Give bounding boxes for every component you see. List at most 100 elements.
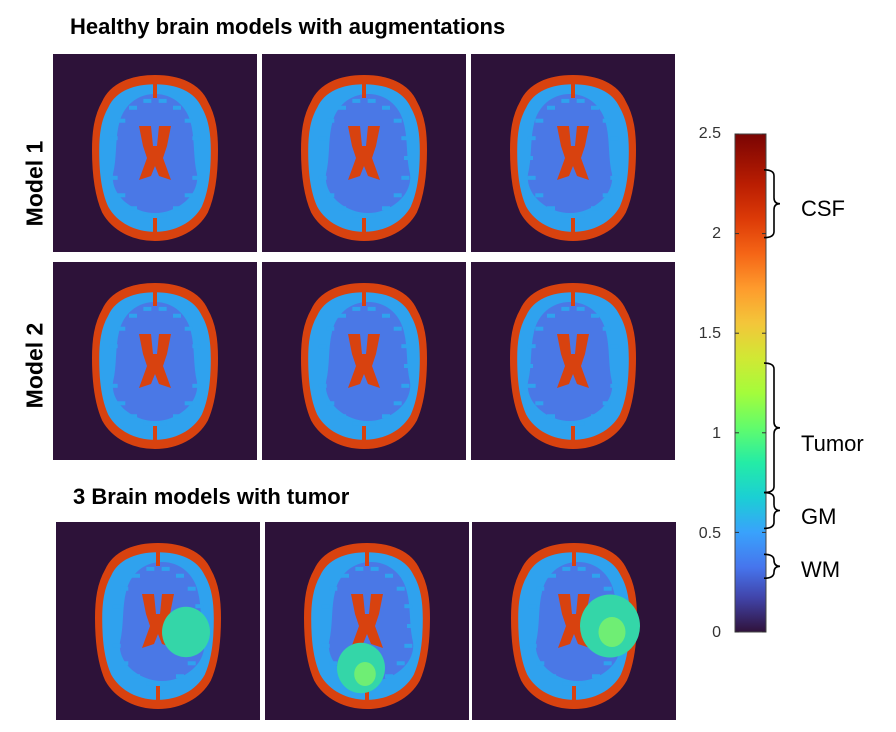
- gyrus-speck: [576, 421, 585, 426]
- gyrus-speck: [318, 344, 327, 349]
- gyrus-speck: [143, 98, 152, 103]
- gyrus-speck: [129, 206, 137, 211]
- gyrus-speck: [525, 364, 533, 368]
- gyrus-speck: [382, 313, 390, 318]
- brace-gm: [763, 491, 781, 530]
- gyrus-speck: [338, 105, 346, 110]
- gyrus-speck: [404, 604, 413, 609]
- gyrus-speck: [176, 573, 184, 578]
- colorbar-tick-label: 0: [712, 624, 721, 641]
- gyrus-speck: [184, 401, 193, 406]
- gyrus-speck: [184, 193, 193, 198]
- gyrus-speck: [548, 674, 556, 679]
- brain-slice-svg: [300, 282, 428, 450]
- posterior-fissure: [571, 426, 575, 448]
- gyrus-speck: [326, 326, 335, 331]
- gyrus-speck: [407, 624, 415, 628]
- tumor: [162, 606, 210, 658]
- gyrus-speck: [341, 573, 349, 578]
- gyrus-speck: [187, 586, 196, 591]
- gyrus-speck: [143, 306, 152, 311]
- panel-tumor-model-3: [472, 522, 676, 720]
- gyrus-speck: [592, 573, 600, 578]
- anterior-fissure: [156, 544, 160, 566]
- gyrus-speck: [338, 313, 346, 318]
- gyrus-speck: [562, 566, 571, 571]
- panel-model-1-aug-3: [471, 54, 675, 252]
- gyrus-speck: [561, 98, 570, 103]
- gyrus-speck: [393, 118, 402, 123]
- gyrus-speck: [613, 156, 621, 160]
- ventricles: [348, 126, 380, 180]
- gyrus-speck: [187, 661, 196, 666]
- gyrus-speck: [613, 364, 621, 368]
- gyrus-speck: [161, 566, 170, 571]
- gyrus-speck: [404, 643, 413, 648]
- ventricles: [557, 334, 589, 388]
- gyrus-speck: [321, 604, 330, 609]
- gyrus-speck: [107, 156, 115, 160]
- gyrus-speck: [143, 421, 152, 426]
- gyrus-speck: [547, 313, 555, 318]
- gyrus-speck: [316, 364, 324, 368]
- gyrus-speck: [591, 206, 599, 211]
- gyrus-speck: [173, 414, 181, 419]
- gyrus-speck: [184, 326, 193, 331]
- panel-model-1-aug-2: [262, 54, 466, 252]
- gyrus-speck: [576, 98, 585, 103]
- gyrus-speck: [602, 193, 611, 198]
- gyrus-speck: [576, 213, 585, 218]
- gyrus-speck: [535, 326, 544, 331]
- gyrus-speck: [352, 421, 361, 426]
- gyrus-speck: [382, 105, 390, 110]
- gyrus-speck: [603, 661, 612, 666]
- gyrus-speck: [173, 105, 181, 110]
- gyrus-speck: [192, 136, 201, 141]
- brain-slice-svg: [94, 542, 222, 710]
- gyrus-speck: [173, 313, 181, 318]
- gyrus-speck: [120, 661, 129, 666]
- gyrus-speck: [527, 136, 536, 141]
- healthy-models-title: Healthy brain models with augmentations: [70, 14, 506, 39]
- tumor-core: [598, 617, 626, 647]
- gyrus-speck: [192, 344, 201, 349]
- gyrus-speck: [120, 586, 129, 591]
- gyrus-speck: [110, 624, 118, 628]
- colorbar: 2.5 2 1.5 1 0.5 0 CSF Tumor GM WM: [696, 120, 896, 650]
- gyrus-speck: [158, 213, 167, 218]
- tumor-models-title: 3 Brain models with tumor: [73, 484, 350, 509]
- gyrus-speck: [117, 118, 126, 123]
- gyrus-speck: [316, 156, 324, 160]
- gyrus-speck: [107, 364, 115, 368]
- ventricles: [139, 126, 171, 180]
- gyrus-speck: [561, 421, 570, 426]
- gyrus-speck: [158, 421, 167, 426]
- gyrus-speck: [146, 681, 155, 686]
- gyrus-speck: [367, 98, 376, 103]
- ventricles: [351, 594, 383, 648]
- colorbar-tick-label: 1: [712, 425, 721, 442]
- posterior-fissure: [365, 686, 369, 708]
- gyrus-speck: [536, 586, 545, 591]
- gyrus-speck: [355, 566, 364, 571]
- gyrus-speck: [321, 643, 330, 648]
- gyrus-speck: [318, 175, 327, 180]
- gyrus-speck: [401, 136, 410, 141]
- gyrus-speck: [382, 414, 390, 419]
- region-label-gm: GM: [801, 504, 837, 529]
- brain-slice-svg: [300, 74, 428, 242]
- gyrus-speck: [527, 383, 536, 388]
- gyrus-speck: [132, 573, 140, 578]
- gyrus-speck: [326, 401, 335, 406]
- gyrus-speck: [158, 306, 167, 311]
- gyrus-speck: [401, 344, 410, 349]
- gyrus-speck: [401, 175, 410, 180]
- gyrus-speck: [591, 105, 599, 110]
- gyrus-speck: [367, 306, 376, 311]
- gyrus-speck: [326, 118, 335, 123]
- gyrus-speck: [592, 674, 600, 679]
- gyrus-speck: [396, 661, 405, 666]
- gyrus-speck: [338, 206, 346, 211]
- gyrus-speck: [535, 193, 544, 198]
- gyrus-speck: [610, 383, 619, 388]
